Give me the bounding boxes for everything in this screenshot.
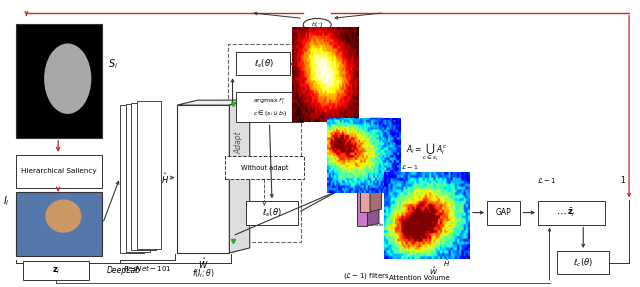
Text: $\mathcal{L}$: $\mathcal{L}$	[372, 124, 379, 132]
Polygon shape	[370, 118, 381, 212]
FancyBboxPatch shape	[246, 201, 298, 224]
FancyBboxPatch shape	[557, 251, 609, 274]
Text: 1: 1	[620, 176, 625, 185]
Text: $h(\cdot)$: $h(\cdot)$	[311, 20, 323, 29]
Ellipse shape	[45, 199, 81, 233]
Text: GAP: GAP	[496, 208, 511, 217]
FancyBboxPatch shape	[16, 192, 102, 256]
FancyBboxPatch shape	[16, 155, 102, 187]
Text: $\cdots$: $\cdots$	[136, 172, 149, 185]
Text: Without adapt: Without adapt	[241, 165, 289, 171]
FancyBboxPatch shape	[16, 24, 102, 138]
FancyBboxPatch shape	[236, 92, 303, 122]
Text: $\mathcal{L}$: $\mathcal{L}$	[370, 209, 376, 217]
Text: DeepLab: DeepLab	[107, 266, 141, 275]
Text: $\hat{W}$: $\hat{W}$	[429, 265, 438, 276]
Text: $\bar{\mathbf{z}}_i$: $\bar{\mathbf{z}}_i$	[567, 207, 576, 219]
FancyBboxPatch shape	[236, 52, 291, 75]
FancyBboxPatch shape	[360, 121, 370, 212]
Circle shape	[303, 18, 332, 31]
Text: $A_i = \bigcup_{c \in s_i} A_i^c$: $A_i = \bigcup_{c \in s_i} A_i^c$	[406, 141, 447, 163]
Text: Hierarchical Saliency: Hierarchical Saliency	[21, 168, 97, 174]
Text: $S_i$: $S_i$	[108, 57, 118, 71]
FancyBboxPatch shape	[125, 104, 150, 252]
Text: $\cdots$: $\cdots$	[556, 208, 566, 218]
Polygon shape	[367, 132, 379, 226]
Polygon shape	[229, 100, 250, 253]
Text: $ResNet-101$: $ResNet-101$	[123, 263, 172, 274]
Text: $(\mathcal{L}-1)$ filters: $(\mathcal{L}-1)$ filters	[343, 271, 390, 281]
FancyBboxPatch shape	[120, 105, 144, 253]
Text: $\mathcal{L}-1$: $\mathcal{L}-1$	[401, 162, 418, 170]
Text: $\mathcal{L}-1$: $\mathcal{L}-1$	[537, 176, 556, 185]
FancyBboxPatch shape	[357, 135, 367, 226]
Text: Attention Volume: Attention Volume	[388, 275, 449, 281]
Text: $\hat{H}$: $\hat{H}$	[443, 258, 450, 269]
Text: $\ell_s(\theta)$: $\ell_s(\theta)$	[253, 57, 273, 70]
Text: $\mathbf{z}_i$: $\mathbf{z}_i$	[52, 265, 60, 276]
FancyBboxPatch shape	[131, 102, 156, 250]
Text: $f_{bottle}$: $f_{bottle}$	[370, 220, 385, 229]
Polygon shape	[357, 132, 379, 135]
FancyBboxPatch shape	[538, 201, 605, 224]
FancyBboxPatch shape	[22, 261, 90, 280]
Text: $\hat{H}$: $\hat{H}$	[161, 172, 170, 186]
Text: $\ell_c(\theta)$: $\ell_c(\theta)$	[573, 256, 593, 269]
Text: $\ell_s(\theta)$: $\ell_s(\theta)$	[262, 207, 282, 219]
FancyBboxPatch shape	[487, 201, 520, 224]
FancyBboxPatch shape	[137, 101, 161, 249]
Text: $f_{filt}$: $f_{filt}$	[372, 136, 381, 145]
Text: $I_i$: $I_i$	[3, 195, 10, 208]
Polygon shape	[177, 100, 250, 105]
Text: Adapt: Adapt	[235, 131, 244, 154]
FancyBboxPatch shape	[225, 156, 305, 179]
Polygon shape	[360, 118, 381, 121]
FancyBboxPatch shape	[177, 105, 229, 253]
Text: $f(I_i; \theta)$: $f(I_i; \theta)$	[192, 267, 214, 280]
Text: $\hat{W}$: $\hat{W}$	[198, 257, 209, 271]
Text: $*$: $*$	[346, 172, 355, 185]
Text: argmax $f_i^c$
$c \in (s_i \cup b_i)$: argmax $f_i^c$ $c \in (s_i \cup b_i)$	[253, 97, 287, 118]
Ellipse shape	[44, 43, 92, 114]
